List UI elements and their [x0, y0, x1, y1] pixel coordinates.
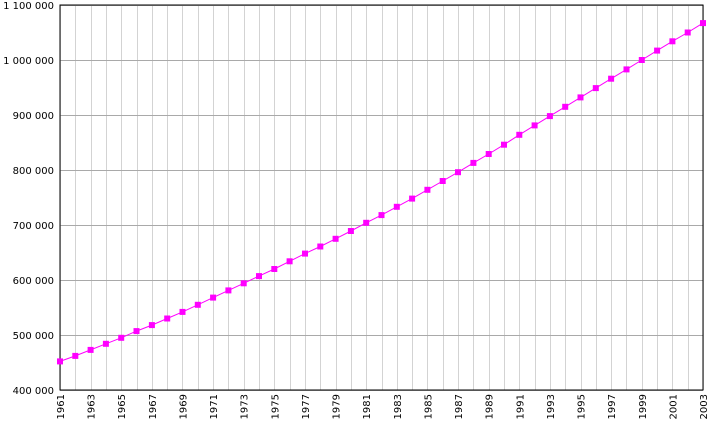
y-tick-label: 1 100 000	[3, 1, 54, 12]
x-tick-label: 1963	[87, 394, 98, 419]
y-tick-label: 1 000 000	[3, 56, 54, 67]
data-point-marker	[669, 38, 676, 45]
plot-area	[60, 5, 703, 390]
x-tick-label: 1997	[607, 394, 618, 419]
data-point-marker	[164, 315, 171, 322]
x-tick-label: 1993	[546, 394, 557, 419]
data-point-marker	[256, 273, 262, 280]
data-point-marker	[501, 141, 507, 148]
x-tick-label: 1981	[362, 394, 373, 419]
data-point-marker	[592, 85, 599, 92]
x-tick-label: 1985	[423, 394, 434, 419]
data-point-marker	[332, 235, 339, 242]
data-point-marker	[562, 103, 569, 110]
data-point-marker	[409, 195, 416, 202]
data-point-marker	[148, 322, 155, 329]
data-point-marker	[286, 258, 293, 265]
data-point-marker	[102, 340, 109, 347]
data-point-marker	[271, 266, 278, 272]
data-point-marker	[393, 203, 400, 210]
data-point-marker	[700, 20, 706, 27]
y-tick-label: 900 000	[13, 111, 54, 122]
x-tick-label: 1973	[240, 394, 251, 419]
data-point-marker	[133, 328, 140, 335]
data-point-marker	[455, 169, 461, 176]
data-point-marker	[347, 228, 354, 234]
data-point-marker	[516, 131, 523, 138]
y-tick-label: 400 000	[13, 386, 54, 397]
x-tick-label: 1999	[638, 394, 649, 419]
data-point-marker	[424, 186, 431, 193]
x-tick-label: 1965	[117, 394, 128, 419]
y-axis-tick-labels: 400 000 500 000 600 000 700 000 800 000 900 0…	[3, 1, 54, 397]
data-point-marker	[57, 358, 63, 365]
y-tick-label: 800 000	[13, 166, 54, 177]
data-point-marker	[87, 346, 94, 353]
data-point-marker	[118, 334, 125, 341]
x-tick-label: 2001	[668, 394, 679, 419]
data-point-marker	[179, 308, 186, 315]
x-tick-label: 1975	[270, 394, 281, 419]
data-point-marker	[577, 94, 584, 101]
data-point-marker	[684, 29, 691, 36]
x-tick-label: 1977	[301, 394, 312, 419]
data-point-marker	[210, 294, 217, 301]
data-point-marker	[470, 159, 477, 166]
plot-border	[59, 4, 704, 391]
data-point-marker	[531, 122, 538, 129]
data-point-marker	[72, 352, 79, 359]
data-point-marker	[194, 301, 201, 308]
data-point-marker	[439, 178, 446, 184]
x-axis-tick-labels: 1961 1963 1965 1967 1969 1971 1973 1975 1977 1979…	[56, 394, 710, 419]
x-tick-label: 1971	[209, 394, 220, 419]
data-point-marker	[240, 280, 247, 287]
x-tick-label: 1967	[148, 394, 159, 419]
series-layer	[57, 20, 706, 365]
y-tick-label: 700 000	[13, 221, 54, 232]
data-point-marker	[302, 250, 308, 257]
x-tick-label: 1991	[515, 394, 526, 419]
x-tick-label: 1969	[178, 394, 189, 419]
x-tick-label: 1983	[393, 394, 404, 419]
data-point-marker	[225, 287, 232, 294]
x-tick-label: 1987	[454, 394, 465, 419]
data-point-marker	[317, 243, 324, 250]
y-tick-label: 500 000	[13, 331, 54, 342]
data-point-marker	[546, 113, 553, 120]
data-point-marker	[623, 66, 630, 73]
data-point-marker	[363, 219, 370, 226]
data-point-marker	[654, 47, 661, 54]
data-point-marker	[378, 212, 385, 219]
vertical-gridlines	[60, 5, 704, 390]
data-point-marker	[485, 151, 492, 157]
data-point-marker	[638, 57, 645, 63]
x-tick-label: 2003	[699, 394, 710, 419]
data-point-marker	[608, 75, 615, 82]
x-tick-label: 1989	[485, 394, 496, 419]
x-tick-label: 1979	[332, 394, 343, 419]
x-tick-label: 1961	[56, 394, 67, 419]
y-tick-label: 600 000	[13, 276, 54, 287]
x-tick-label: 1995	[577, 394, 588, 419]
